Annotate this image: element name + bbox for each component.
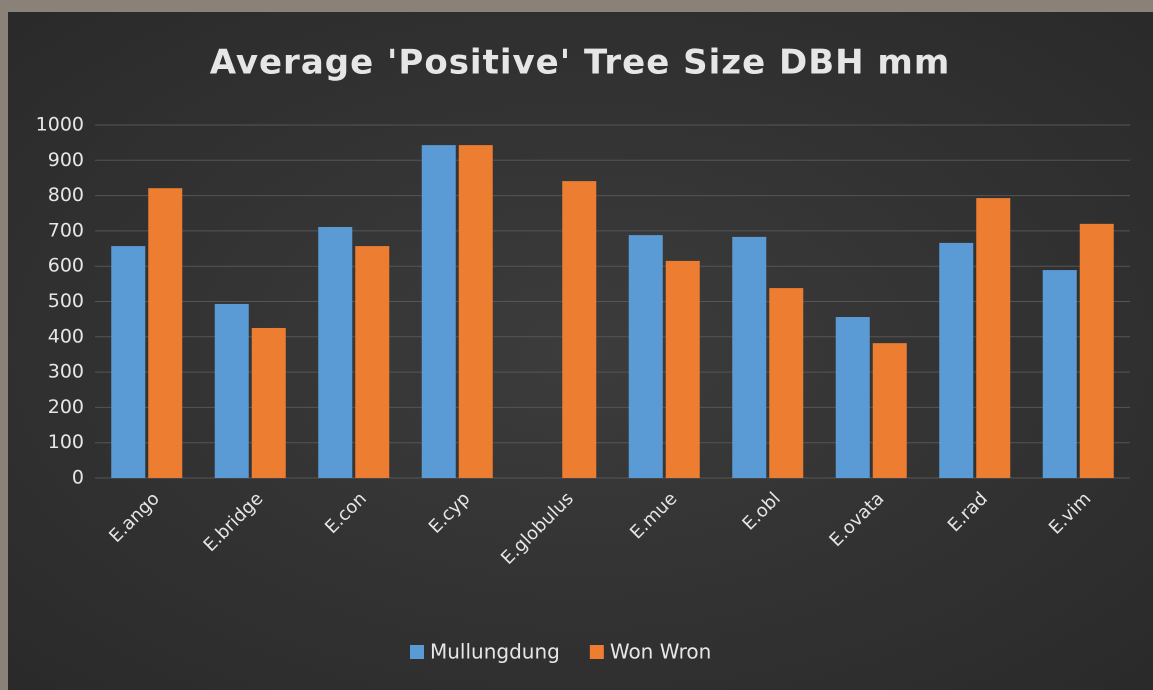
bar (976, 198, 1010, 478)
bar (629, 235, 663, 478)
y-tick-label: 900 (48, 149, 84, 171)
y-tick-label: 600 (48, 255, 84, 277)
bar (355, 246, 389, 478)
chart-title: Average 'Positive' Tree Size DBH mm (210, 43, 951, 83)
bar (459, 145, 493, 478)
page: Average 'Positive' Tree Size DBH mm Mull… (0, 0, 1153, 690)
bar (1080, 224, 1114, 478)
bar (252, 328, 286, 478)
y-tick-label: 100 (48, 431, 84, 453)
y-tick-label: 300 (48, 361, 84, 383)
y-tick-label: 700 (48, 219, 84, 241)
legend-label: Won Wron (610, 640, 711, 664)
chart: Average 'Positive' Tree Size DBH mm Mull… (0, 0, 1153, 690)
bar (769, 288, 803, 478)
bar (111, 246, 145, 478)
bar (666, 261, 700, 478)
bar (562, 181, 596, 478)
bar (836, 317, 870, 478)
bar (215, 304, 249, 478)
legend-swatch (410, 645, 424, 659)
bar (318, 227, 352, 478)
y-tick-label: 500 (48, 290, 84, 312)
bar (148, 188, 182, 478)
bar (732, 237, 766, 478)
legend-swatch (590, 645, 604, 659)
legend-label: Mullungdung (430, 640, 560, 664)
y-tick-label: 800 (48, 184, 84, 206)
bar (939, 243, 973, 478)
y-tick-label: 400 (48, 325, 84, 347)
bar (422, 145, 456, 478)
y-tick-label: 0 (72, 467, 84, 489)
y-tick-label: 200 (48, 396, 84, 418)
bar (1043, 270, 1077, 478)
bar (873, 343, 907, 478)
y-tick-label: 1000 (36, 114, 84, 136)
